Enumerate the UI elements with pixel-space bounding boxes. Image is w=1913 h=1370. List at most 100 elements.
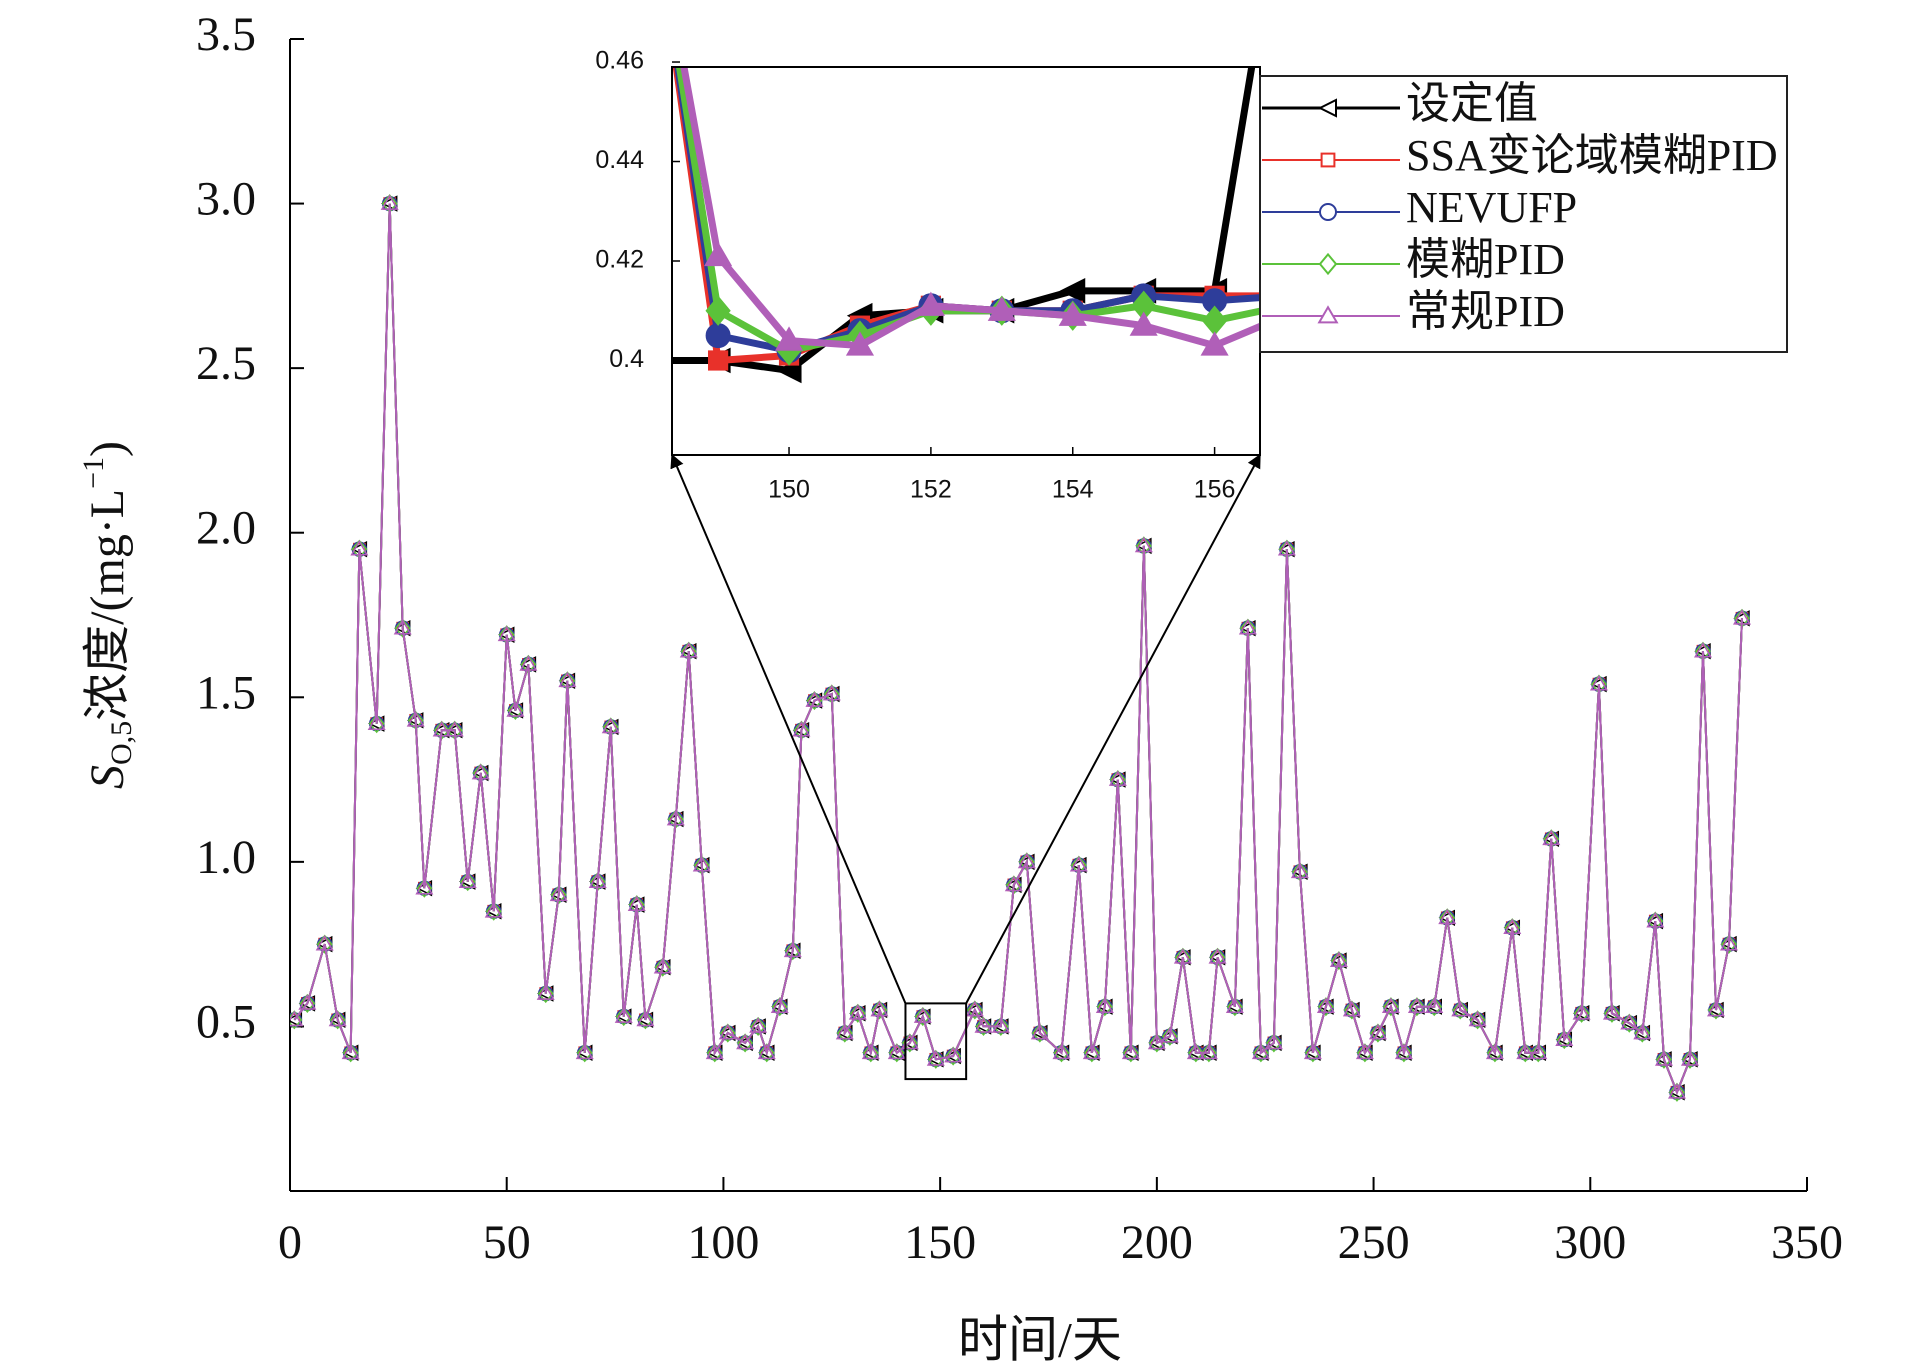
y-axis-label: SO,5浓度/(mg·L−1) (77, 441, 138, 789)
marker (1225, 997, 1244, 1014)
marker (1053, 1043, 1070, 1063)
marker (750, 1016, 767, 1037)
marker (558, 671, 577, 688)
marker (290, 1010, 303, 1030)
marker (1069, 855, 1088, 872)
marker (1667, 1083, 1686, 1099)
marker (485, 901, 502, 921)
marker (1573, 1003, 1590, 1023)
marker (1708, 1000, 1724, 1020)
marker (706, 1043, 723, 1063)
marker (1082, 1043, 1101, 1060)
marker (614, 1007, 633, 1023)
marker (519, 655, 538, 671)
marker (1439, 908, 1456, 928)
inset-y-tick-label: 0.44 (595, 146, 644, 174)
marker (1555, 1030, 1574, 1046)
inset-y-tick-label: 0.4 (609, 345, 644, 373)
marker (1426, 997, 1443, 1017)
marker (913, 1007, 932, 1023)
marker (1680, 1050, 1699, 1066)
zoom-box (904, 1002, 968, 1081)
marker (627, 895, 646, 911)
inset-x-tick-label: 154 (1052, 476, 1094, 504)
marker (1319, 203, 1337, 221)
marker (299, 993, 316, 1013)
x-tick-label: 200 (1121, 1216, 1193, 1269)
marker (1174, 947, 1191, 967)
marker (1603, 1003, 1620, 1023)
marker (1129, 311, 1158, 336)
marker (341, 1043, 360, 1060)
marker (1530, 1043, 1547, 1063)
marker (1451, 1000, 1470, 1017)
marker (471, 763, 490, 780)
marker (393, 618, 412, 635)
zoom-connector (965, 453, 1261, 1004)
plot-area: 0.5 1.0 1.5 2.0 2.5 3.0 3.5 0 50 100 150 200 250 300 3… (196, 8, 1843, 1269)
marker (1303, 1043, 1322, 1060)
marker (1058, 301, 1087, 326)
marker (329, 1010, 346, 1030)
marker (1264, 1033, 1283, 1050)
marker (1719, 934, 1738, 951)
marker (1095, 997, 1114, 1014)
marker (1083, 1043, 1100, 1063)
marker (965, 1000, 984, 1017)
series-group (290, 193, 1751, 1102)
marker (1394, 1043, 1413, 1060)
marker (1355, 1043, 1374, 1060)
marker (1452, 1000, 1469, 1020)
marker (784, 941, 801, 961)
marker (1407, 997, 1426, 1014)
marker (536, 984, 555, 1000)
marker (1030, 1023, 1049, 1040)
marker (914, 1006, 931, 1027)
marker (298, 994, 317, 1010)
legend-label: SSA变论域模糊PID (1406, 131, 1778, 180)
marker (1161, 1026, 1178, 1046)
marker (887, 1043, 906, 1060)
zoom-connector (670, 453, 907, 1004)
marker (1017, 852, 1036, 869)
marker (1187, 1043, 1204, 1063)
inset-x-tick-label: 150 (768, 476, 810, 504)
y-tick-label: 3.0 (196, 173, 256, 226)
marker (705, 1043, 724, 1060)
marker (974, 1017, 993, 1033)
marker (1425, 997, 1444, 1014)
marker (497, 625, 516, 642)
marker (1589, 674, 1608, 691)
marker (367, 714, 386, 730)
marker (783, 941, 802, 958)
marker (1147, 1033, 1166, 1050)
marker (394, 618, 411, 638)
marker (871, 1000, 888, 1020)
marker (757, 1043, 776, 1060)
marker (849, 1003, 866, 1023)
x-axis-label: 时间/天 (958, 1311, 1122, 1367)
marker (1031, 1023, 1048, 1043)
marker (1122, 1043, 1139, 1063)
marker (679, 642, 698, 658)
inset-background (672, 67, 1260, 455)
marker (506, 701, 525, 717)
y-tick-label: 1.0 (196, 831, 256, 884)
marker (1200, 1043, 1217, 1063)
marker (1706, 1000, 1725, 1017)
marker (861, 1043, 880, 1060)
inset-series-line (680, 67, 1260, 350)
marker (1438, 908, 1457, 925)
marker (836, 1023, 853, 1043)
marker (927, 1049, 944, 1069)
x-tick-label: 150 (904, 1216, 976, 1269)
marker (1395, 1043, 1412, 1063)
marker (1503, 918, 1522, 935)
marker (290, 1010, 304, 1027)
marker (576, 1043, 593, 1063)
x-tick-label: 100 (687, 1216, 759, 1269)
marker (705, 295, 731, 326)
marker (1602, 1004, 1621, 1020)
marker (328, 1010, 347, 1027)
